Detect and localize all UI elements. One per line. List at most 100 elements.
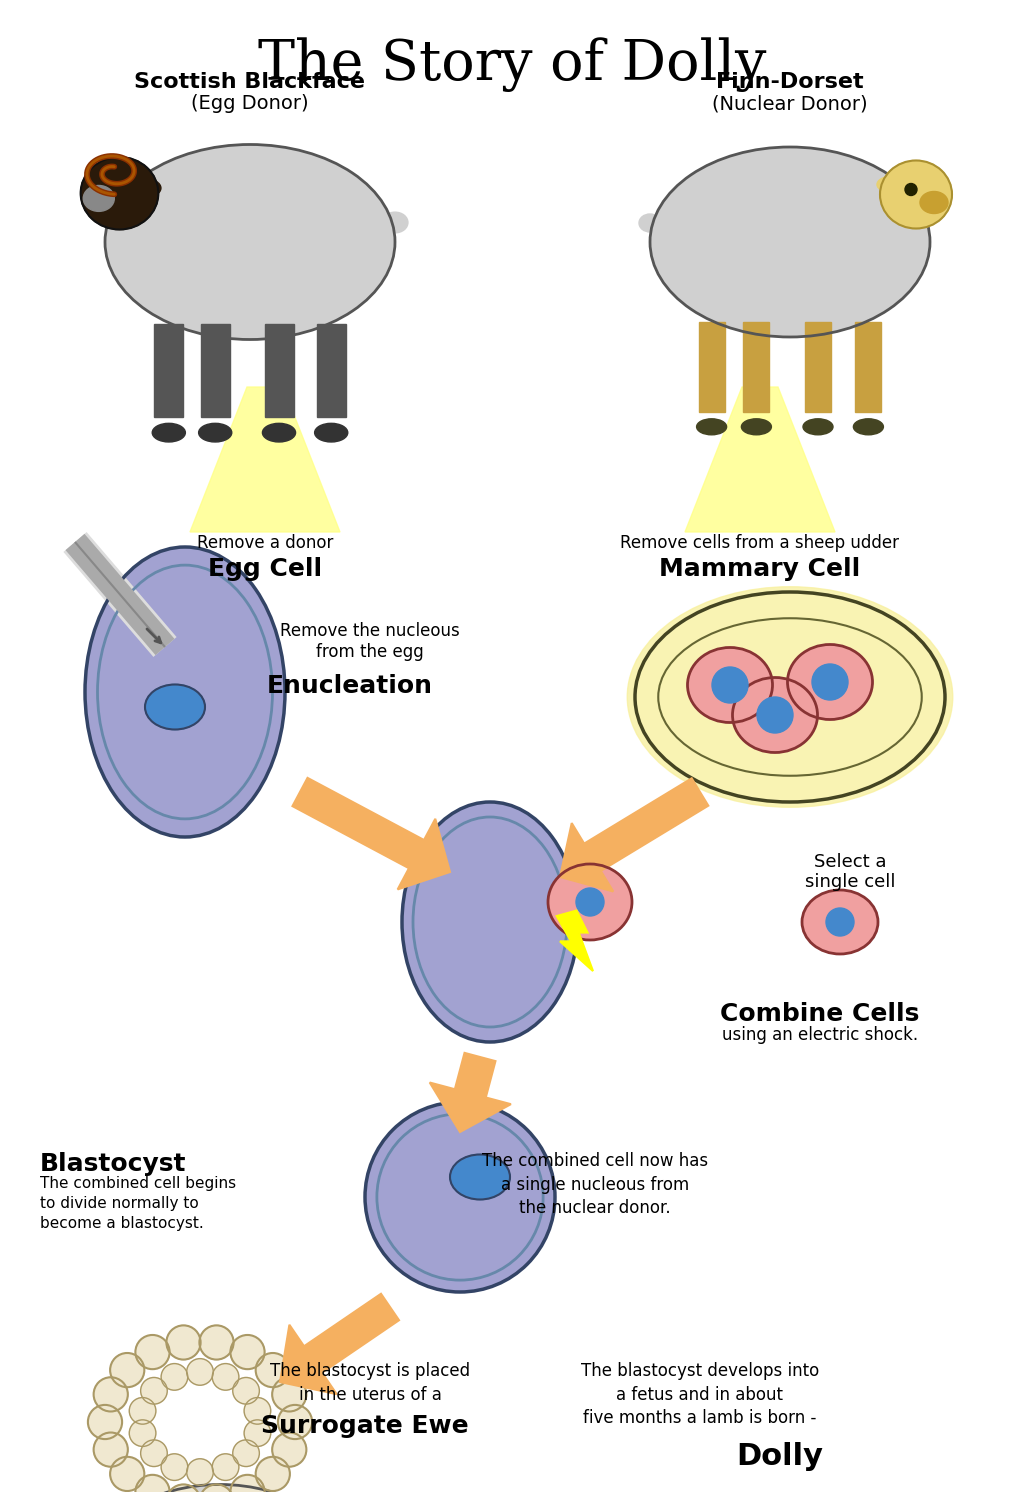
Text: Enucleation: Enucleation <box>267 674 433 698</box>
Circle shape <box>105 1326 295 1492</box>
Text: (Egg Donor): (Egg Donor) <box>191 94 309 113</box>
Circle shape <box>256 1456 290 1491</box>
Circle shape <box>244 1420 270 1446</box>
Circle shape <box>161 1453 187 1480</box>
Circle shape <box>575 888 604 916</box>
Circle shape <box>140 1440 167 1467</box>
Ellipse shape <box>382 212 408 233</box>
Polygon shape <box>190 386 340 533</box>
Circle shape <box>135 1335 170 1370</box>
Ellipse shape <box>639 213 662 231</box>
Ellipse shape <box>802 891 878 953</box>
Text: Egg Cell: Egg Cell <box>208 557 323 580</box>
Circle shape <box>256 1353 290 1388</box>
Text: The blastocyst is placed
in the uterus of a: The blastocyst is placed in the uterus o… <box>270 1362 470 1404</box>
Circle shape <box>186 1459 213 1486</box>
Circle shape <box>272 1432 306 1467</box>
Bar <box>155 324 183 418</box>
Circle shape <box>93 1377 128 1411</box>
Bar <box>743 322 769 412</box>
Text: (Nuclear Donor): (Nuclear Donor) <box>712 94 867 113</box>
Ellipse shape <box>548 864 632 940</box>
Ellipse shape <box>628 586 952 807</box>
Ellipse shape <box>920 191 948 213</box>
Circle shape <box>212 1364 239 1391</box>
Text: The combined cell begins
to divide normally to
become a blastocyst.: The combined cell begins to divide norma… <box>40 1176 237 1231</box>
Circle shape <box>200 1485 233 1492</box>
Ellipse shape <box>153 424 185 442</box>
Text: Dolly: Dolly <box>736 1441 823 1471</box>
Ellipse shape <box>650 148 930 337</box>
Ellipse shape <box>687 648 772 722</box>
Text: The combined cell now has
a single nucleous from
the nuclear donor.: The combined cell now has a single nucle… <box>482 1152 708 1217</box>
Circle shape <box>200 1325 233 1359</box>
Text: Remove cells from a sheep udder: Remove cells from a sheep udder <box>621 534 899 552</box>
Ellipse shape <box>145 685 205 730</box>
Bar <box>201 324 229 418</box>
Text: Surrogate Ewe: Surrogate Ewe <box>261 1414 469 1438</box>
Ellipse shape <box>130 179 161 197</box>
Circle shape <box>812 664 848 700</box>
Circle shape <box>129 1420 156 1446</box>
Circle shape <box>186 1359 213 1385</box>
Polygon shape <box>685 386 835 533</box>
Circle shape <box>230 1335 264 1370</box>
Circle shape <box>140 1377 167 1404</box>
Circle shape <box>212 1453 239 1480</box>
Ellipse shape <box>83 185 115 212</box>
Ellipse shape <box>105 145 395 340</box>
Ellipse shape <box>81 157 159 230</box>
Ellipse shape <box>803 419 833 434</box>
Text: Blastocyst: Blastocyst <box>40 1152 186 1176</box>
Circle shape <box>230 1474 264 1492</box>
Text: Combine Cells: Combine Cells <box>720 1003 920 1026</box>
Circle shape <box>826 909 854 935</box>
Circle shape <box>278 1405 312 1440</box>
Ellipse shape <box>732 677 817 752</box>
Circle shape <box>905 184 918 195</box>
Circle shape <box>244 1398 270 1425</box>
Circle shape <box>167 1325 201 1359</box>
Ellipse shape <box>402 803 578 1041</box>
Polygon shape <box>557 910 593 971</box>
Circle shape <box>232 1377 259 1404</box>
Circle shape <box>93 1432 128 1467</box>
Circle shape <box>88 1405 122 1440</box>
Ellipse shape <box>95 1485 345 1492</box>
Text: Remove the nucleous
from the egg: Remove the nucleous from the egg <box>281 622 460 661</box>
Ellipse shape <box>262 424 296 442</box>
Circle shape <box>167 1485 201 1492</box>
Ellipse shape <box>85 548 285 837</box>
Polygon shape <box>430 1053 511 1132</box>
Text: The Story of Dolly: The Story of Dolly <box>258 37 766 91</box>
Ellipse shape <box>741 419 771 434</box>
Ellipse shape <box>696 419 727 434</box>
Polygon shape <box>293 777 450 889</box>
Circle shape <box>111 1456 144 1491</box>
Text: The blastocyst develops into
a fetus and in about
five months a lamb is born -: The blastocyst develops into a fetus and… <box>581 1362 819 1428</box>
Text: Mammary Cell: Mammary Cell <box>659 557 860 580</box>
Polygon shape <box>280 1294 399 1394</box>
Ellipse shape <box>877 176 905 192</box>
Text: using an electric shock.: using an electric shock. <box>722 1026 919 1044</box>
Text: Remove a donor: Remove a donor <box>197 534 333 552</box>
Circle shape <box>712 667 748 703</box>
Circle shape <box>135 1474 170 1492</box>
Ellipse shape <box>880 161 952 228</box>
Text: Finn-Dorset: Finn-Dorset <box>716 72 864 93</box>
Circle shape <box>272 1377 306 1411</box>
Circle shape <box>232 1440 259 1467</box>
Bar <box>316 324 346 418</box>
Circle shape <box>111 1353 144 1388</box>
Ellipse shape <box>314 424 348 442</box>
Circle shape <box>129 1398 156 1425</box>
Ellipse shape <box>853 419 884 434</box>
Ellipse shape <box>787 645 872 719</box>
Ellipse shape <box>450 1155 510 1200</box>
Polygon shape <box>560 779 709 892</box>
Bar <box>698 322 725 412</box>
Circle shape <box>757 697 793 733</box>
Ellipse shape <box>199 424 231 442</box>
Circle shape <box>161 1364 187 1391</box>
Text: Select a
single cell: Select a single cell <box>805 852 895 891</box>
